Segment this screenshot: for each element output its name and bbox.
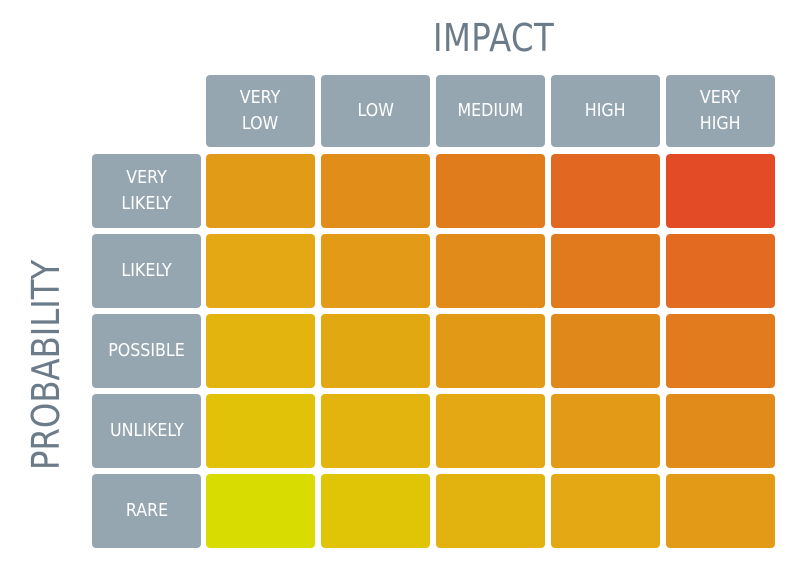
risk-cell <box>436 314 545 388</box>
risk-cell <box>321 154 430 228</box>
risk-cell <box>436 394 545 468</box>
risk-cell <box>666 234 775 308</box>
risk-cell <box>666 154 775 228</box>
risk-cell <box>666 474 775 548</box>
risk-cell <box>551 474 660 548</box>
probability-header-unlikely: UNLIKELY <box>92 394 201 468</box>
probability-axis-title: PROBABILITY <box>24 259 68 470</box>
risk-cell <box>551 394 660 468</box>
risk-cell <box>551 154 660 228</box>
impact-header-very-high: VERY HIGH <box>666 75 775 147</box>
impact-header-medium: MEDIUM <box>436 75 545 147</box>
impact-header-very-low: VERY LOW <box>206 75 315 147</box>
impact-header-low: LOW <box>321 75 430 147</box>
probability-header-likely: LIKELY <box>92 234 201 308</box>
risk-cell <box>206 474 315 548</box>
probability-header-rare: RARE <box>92 474 201 548</box>
risk-cell <box>206 234 315 308</box>
risk-cell <box>206 394 315 468</box>
risk-cell <box>436 474 545 548</box>
risk-cell <box>436 234 545 308</box>
probability-header-very-likely: VERY LIKELY <box>92 154 201 228</box>
probability-header-possible: POSSIBLE <box>92 314 201 388</box>
risk-cell <box>206 154 315 228</box>
impact-axis-title: IMPACT <box>433 16 555 60</box>
risk-cell <box>321 314 430 388</box>
risk-cell <box>321 474 430 548</box>
risk-cell <box>666 314 775 388</box>
risk-cell <box>666 394 775 468</box>
risk-cell <box>436 154 545 228</box>
risk-cell <box>551 234 660 308</box>
risk-cell <box>206 314 315 388</box>
risk-cell <box>321 234 430 308</box>
risk-cell <box>321 394 430 468</box>
impact-header-high: HIGH <box>551 75 660 147</box>
risk-cell <box>551 314 660 388</box>
